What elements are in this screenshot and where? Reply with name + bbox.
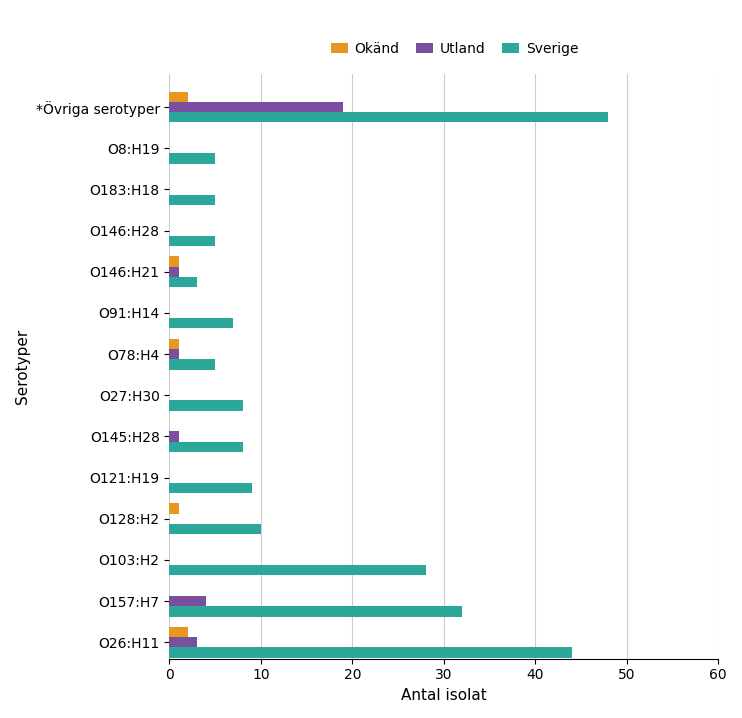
Bar bbox=[169, 339, 179, 349]
Bar bbox=[169, 596, 206, 606]
Legend: Okänd, Utland, Sverige: Okänd, Utland, Sverige bbox=[326, 36, 584, 61]
Bar bbox=[169, 277, 197, 287]
Bar bbox=[169, 359, 215, 370]
Bar bbox=[169, 524, 261, 534]
Bar bbox=[169, 318, 234, 328]
Bar bbox=[169, 92, 188, 102]
Bar bbox=[169, 442, 243, 452]
X-axis label: Antal isolat: Antal isolat bbox=[401, 688, 487, 703]
Bar bbox=[169, 349, 179, 359]
Bar bbox=[169, 102, 344, 112]
Bar bbox=[169, 627, 188, 637]
Bar bbox=[169, 482, 252, 493]
Bar bbox=[169, 648, 572, 658]
Bar bbox=[169, 432, 179, 442]
Bar bbox=[169, 256, 179, 266]
Y-axis label: Serotyper: Serotyper bbox=[15, 329, 30, 404]
Bar bbox=[169, 195, 215, 205]
Bar bbox=[169, 637, 197, 648]
Bar bbox=[169, 236, 215, 246]
Bar bbox=[169, 266, 179, 277]
Bar bbox=[169, 154, 215, 164]
Bar bbox=[169, 401, 243, 411]
Bar bbox=[169, 606, 462, 617]
Bar bbox=[169, 565, 425, 575]
Bar bbox=[169, 112, 608, 123]
Bar bbox=[169, 503, 179, 513]
